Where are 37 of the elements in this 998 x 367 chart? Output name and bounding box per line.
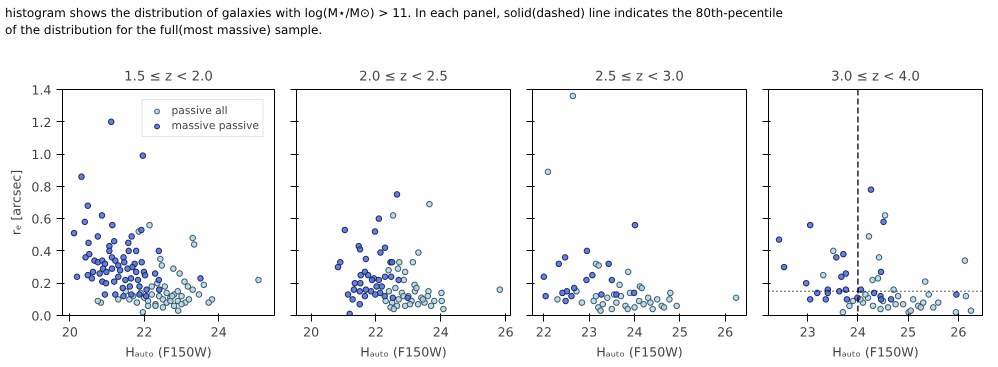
y-axis-title: rₑ [arcsec] bbox=[8, 170, 24, 236]
x-tick-label: 23 bbox=[581, 324, 598, 340]
text: of the distribution for the full(most massive) sample. bbox=[5, 23, 322, 37]
x-axis-title: Hₐᵤₜₒ (F150W) bbox=[596, 344, 683, 360]
x-tick-label: 26 bbox=[717, 324, 734, 340]
y-tick-label: 1.4 bbox=[31, 82, 52, 98]
x-tick-label: 24 bbox=[432, 324, 449, 340]
legend-label: massive passive bbox=[172, 119, 259, 132]
chart-title: 2.5 ≤ z < 3.0 bbox=[595, 70, 684, 84]
x-axis-title: Hₐᵤₜₒ (F150W) bbox=[832, 344, 919, 360]
y-tick-label: 1.2 bbox=[31, 114, 52, 130]
x-axis-title: Hₐᵤₜₒ (F150W) bbox=[125, 344, 212, 360]
x-tick-label: 20 bbox=[62, 324, 78, 340]
x-tick-label: 25 bbox=[672, 324, 688, 340]
chart-title: 3.0 ≤ z < 4.0 bbox=[831, 70, 920, 84]
y-tick-label: 0.2 bbox=[31, 276, 52, 292]
x-tick-label: 26 bbox=[498, 324, 514, 340]
x-tick-label: 25 bbox=[900, 324, 916, 340]
x-tick-label: 26 bbox=[950, 324, 966, 340]
y-tick-label: 0.6 bbox=[31, 212, 52, 227]
x-tick-label: 22 bbox=[536, 324, 552, 340]
y-tick-label: 0.0 bbox=[31, 308, 52, 324]
x-axis-title: Hₐᵤₜₒ (F150W) bbox=[360, 344, 447, 360]
y-tick-label: 1.0 bbox=[31, 147, 52, 162]
x-tick-label: 24 bbox=[210, 324, 227, 340]
x-tick-label: 24 bbox=[850, 324, 866, 340]
x-tick-label: 22 bbox=[368, 324, 384, 340]
chart-title: 1.5 ≤ z < 2.0 bbox=[124, 70, 213, 84]
y-tick-label: 0.8 bbox=[31, 179, 52, 194]
x-tick-label: 24 bbox=[626, 324, 643, 340]
x-tick-label: 22 bbox=[136, 324, 152, 340]
text: histogram shows the distribution of galaxies with log(M⋆/M⊙) > 11. In each panel, solid(dashed) line indicates the 80th-pecentile bbox=[5, 6, 783, 20]
legend-label: passive all bbox=[172, 104, 228, 117]
y-tick-label: 0.4 bbox=[31, 244, 52, 259]
chart-title: 2.0 ≤ z < 2.5 bbox=[359, 70, 448, 84]
x-tick-label: 23 bbox=[800, 324, 816, 340]
x-tick-label: 20 bbox=[303, 324, 320, 340]
